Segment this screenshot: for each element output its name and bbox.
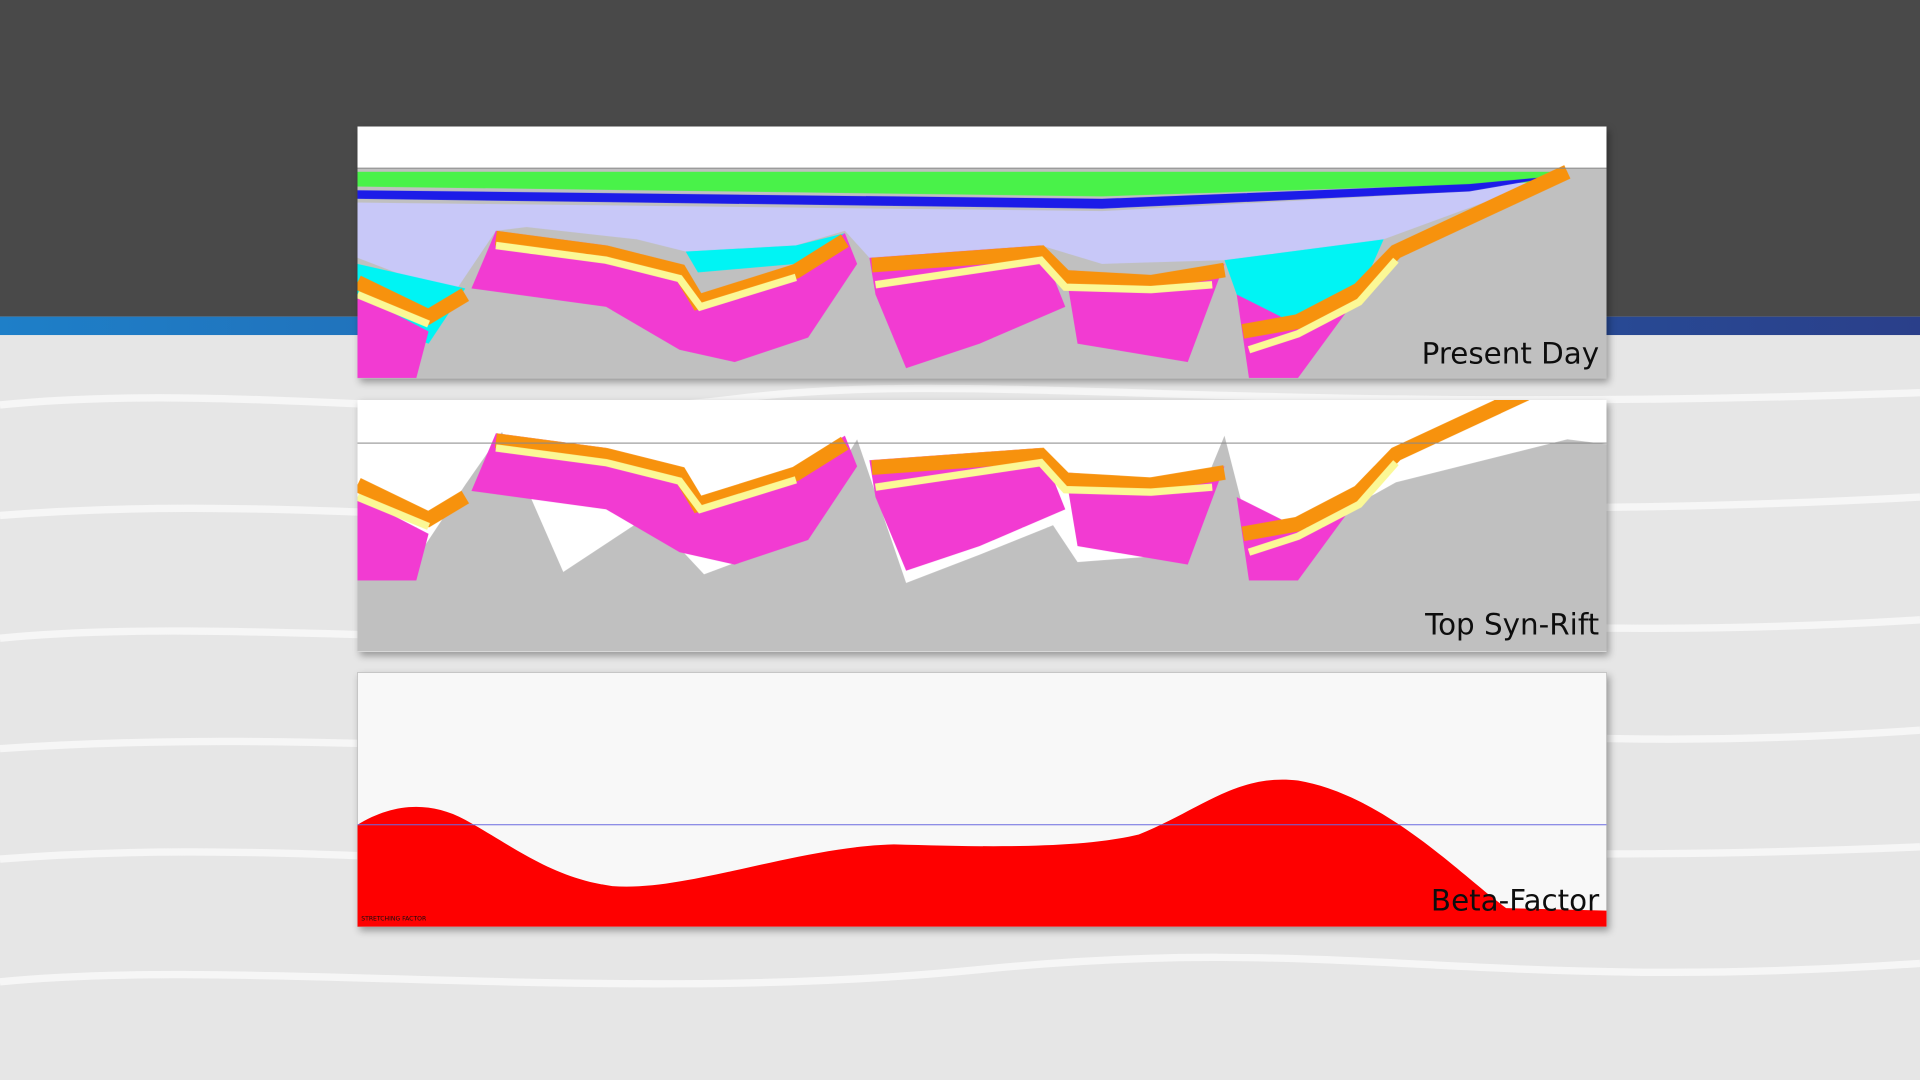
- panel-present-day: Present Day: [357, 126, 1607, 378]
- panel-label: Present Day: [1422, 336, 1600, 370]
- panel-top-syn-rift: Top Syn-Rift: [357, 374, 1607, 652]
- panel-beta-factor: STRETCHING FACTOR Beta-Factor: [357, 672, 1607, 927]
- panel-label: Beta-Factor: [1431, 884, 1600, 918]
- panel-label: Top Syn-Rift: [1424, 607, 1599, 641]
- panel-caption: STRETCHING FACTOR: [361, 915, 427, 922]
